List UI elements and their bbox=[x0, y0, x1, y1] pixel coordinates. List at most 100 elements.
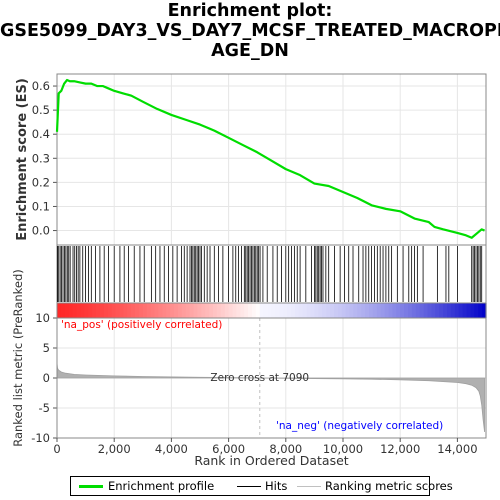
heat-cell bbox=[467, 303, 472, 318]
heat-cell bbox=[166, 303, 171, 318]
heat-cell bbox=[248, 303, 253, 318]
heat-cell bbox=[100, 303, 105, 318]
heat-cell bbox=[252, 303, 257, 318]
heat-cell bbox=[57, 303, 62, 318]
heat-cell bbox=[225, 303, 230, 318]
heat-cell bbox=[389, 303, 394, 318]
legend-swatch-ranking bbox=[297, 486, 321, 487]
es-ytick-label: 0.2 bbox=[32, 175, 50, 189]
hits-panel bbox=[57, 245, 486, 303]
heat-cell bbox=[428, 303, 433, 318]
heat-cell bbox=[201, 303, 206, 318]
heat-cell bbox=[221, 303, 226, 318]
legend-label-ranking: Ranking metric scores bbox=[325, 479, 453, 493]
heat-cell bbox=[174, 303, 179, 318]
heat-cell bbox=[158, 303, 163, 318]
heat-cell bbox=[357, 303, 362, 318]
heat-cell bbox=[233, 303, 238, 318]
heat-cell bbox=[127, 303, 132, 318]
heat-cell bbox=[272, 303, 277, 318]
heat-cell bbox=[443, 303, 448, 318]
heat-cell bbox=[353, 303, 358, 318]
heat-cell bbox=[205, 303, 210, 318]
legend-swatch-enrichment bbox=[79, 485, 103, 488]
heat-cell bbox=[455, 303, 460, 318]
legend: Enrichment profile Hits Ranking metric s… bbox=[70, 476, 430, 496]
metric-xtick-label: 2,000 bbox=[98, 442, 131, 456]
metric-xtick-label: 0 bbox=[53, 442, 60, 456]
heat-cell bbox=[318, 303, 323, 318]
heat-cell bbox=[77, 303, 82, 318]
heat-cell bbox=[451, 303, 456, 318]
heat-cell bbox=[314, 303, 319, 318]
heat-cell bbox=[229, 303, 234, 318]
heat-cell bbox=[326, 303, 331, 318]
heat-cell bbox=[143, 303, 148, 318]
heat-cell bbox=[400, 303, 405, 318]
heat-cell bbox=[275, 303, 280, 318]
heat-cell bbox=[416, 303, 421, 318]
pos-correlated-label: 'na_pos' (positively correlated) bbox=[61, 319, 222, 331]
metric-ytick-label: 0 bbox=[43, 371, 50, 385]
heat-cell bbox=[69, 303, 74, 318]
heat-cell bbox=[236, 303, 241, 318]
heat-cell bbox=[151, 303, 156, 318]
heat-cell bbox=[213, 303, 218, 318]
heat-cell bbox=[88, 303, 93, 318]
heat-cell bbox=[463, 303, 468, 318]
neg-correlated-label: 'na_neg' (negatively correlated) bbox=[276, 420, 443, 432]
heat-cell bbox=[147, 303, 152, 318]
heat-cell bbox=[268, 303, 273, 318]
heat-cell bbox=[73, 303, 78, 318]
es-curve bbox=[57, 80, 485, 238]
es-ytick-label: 0.4 bbox=[32, 127, 50, 141]
heat-cell bbox=[311, 303, 316, 318]
metric-xtick-label: 12,000 bbox=[380, 442, 420, 456]
heat-cell bbox=[116, 303, 121, 318]
heat-cell bbox=[369, 303, 374, 318]
es-ytick-label: 0.0 bbox=[32, 224, 50, 238]
heat-cell bbox=[439, 303, 444, 318]
heat-cell bbox=[420, 303, 425, 318]
heat-cell bbox=[135, 303, 140, 318]
heat-cell bbox=[392, 303, 397, 318]
heat-cell bbox=[244, 303, 249, 318]
heat-cell bbox=[431, 303, 436, 318]
heat-cell bbox=[408, 303, 413, 318]
heat-cell bbox=[260, 303, 265, 318]
heat-cell bbox=[283, 303, 288, 318]
legend-label-enrichment: Enrichment profile bbox=[108, 479, 214, 493]
heat-cell bbox=[139, 303, 144, 318]
heat-cell bbox=[240, 303, 245, 318]
heat-cell bbox=[194, 303, 199, 318]
heat-cell bbox=[342, 303, 347, 318]
heat-cell bbox=[61, 303, 66, 318]
es-ylabel: Enrichment score (ES) bbox=[15, 78, 30, 241]
heat-cell bbox=[291, 303, 296, 318]
hits-frame bbox=[57, 245, 486, 303]
heat-cell bbox=[217, 303, 222, 318]
heat-cell bbox=[197, 303, 202, 318]
heat-cell bbox=[307, 303, 312, 318]
es-ytick-label: 0.5 bbox=[32, 103, 50, 117]
heat-cell bbox=[346, 303, 351, 318]
metric-xtick-label: 14,000 bbox=[437, 442, 477, 456]
heat-cell bbox=[447, 303, 452, 318]
metric-xlabel: Rank in Ordered Dataset bbox=[194, 453, 348, 468]
heat-cell bbox=[279, 303, 284, 318]
heat-cell bbox=[470, 303, 475, 318]
heat-cell bbox=[412, 303, 417, 318]
heat-cell bbox=[350, 303, 355, 318]
metric-ytick-label: 10 bbox=[35, 311, 50, 325]
heat-cell bbox=[478, 303, 483, 318]
heat-panel bbox=[57, 303, 487, 318]
heat-cell bbox=[404, 303, 409, 318]
heat-cell bbox=[330, 303, 335, 318]
metric-ytick-label: -5 bbox=[39, 401, 50, 415]
heat-cell bbox=[80, 303, 85, 318]
heat-cell bbox=[108, 303, 113, 318]
metric-xtick-label: 4,000 bbox=[155, 442, 188, 456]
heat-cell bbox=[112, 303, 117, 318]
